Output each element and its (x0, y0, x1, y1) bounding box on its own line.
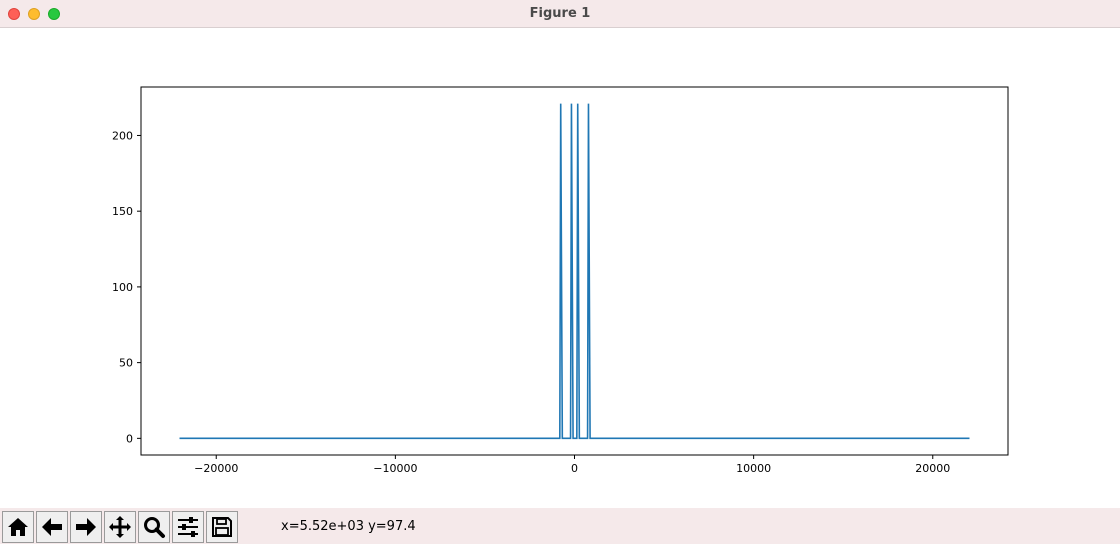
close-window-button[interactable] (8, 8, 20, 20)
forward-button[interactable] (70, 511, 102, 543)
arrow-right-icon (76, 518, 96, 536)
x-tick-label: 20000 (915, 462, 950, 475)
move-icon (109, 516, 131, 538)
navigation-toolbar: x=5.52e+03 y=97.4 (0, 508, 1120, 544)
y-tick-label: 0 (126, 432, 133, 445)
maximize-window-button[interactable] (48, 8, 60, 20)
arrow-left-icon (42, 518, 62, 536)
cursor-coordinates: x=5.52e+03 y=97.4 (281, 519, 416, 534)
configure-subplots-button[interactable] (172, 511, 204, 543)
floppy-disk-icon (212, 517, 232, 537)
save-button[interactable] (206, 511, 238, 543)
y-axis: 0 50 100 150 200 (112, 129, 141, 445)
y-tick-label: 50 (119, 357, 133, 370)
y-tick-label: 200 (112, 129, 133, 142)
x-tick-label: −20000 (194, 462, 238, 475)
window-title: Figure 1 (529, 6, 591, 21)
x-tick-label: −10000 (373, 462, 417, 475)
home-icon (8, 518, 28, 536)
home-button[interactable] (2, 511, 34, 543)
axes-frame (140, 86, 1009, 456)
y-tick-label: 150 (112, 205, 133, 218)
sliders-icon (178, 517, 198, 537)
window-titlebar: Figure 1 (0, 0, 1120, 28)
magnifier-icon (144, 517, 165, 538)
x-tick-label: 0 (571, 462, 578, 475)
minimize-window-button[interactable] (28, 8, 40, 20)
zoom-button[interactable] (138, 511, 170, 543)
back-button[interactable] (36, 511, 68, 543)
series-line (179, 103, 970, 440)
pan-button[interactable] (104, 511, 136, 543)
figure-canvas[interactable]: 0 50 100 150 200 −20000 −10000 0 10000 20000 (0, 28, 1120, 508)
y-tick-label: 100 (112, 281, 133, 294)
line-chart[interactable]: 0 50 100 150 200 −20000 −10000 0 10000 20000 (0, 28, 1120, 508)
x-axis: −20000 −10000 0 10000 20000 (194, 455, 950, 475)
x-tick-label: 10000 (736, 462, 771, 475)
